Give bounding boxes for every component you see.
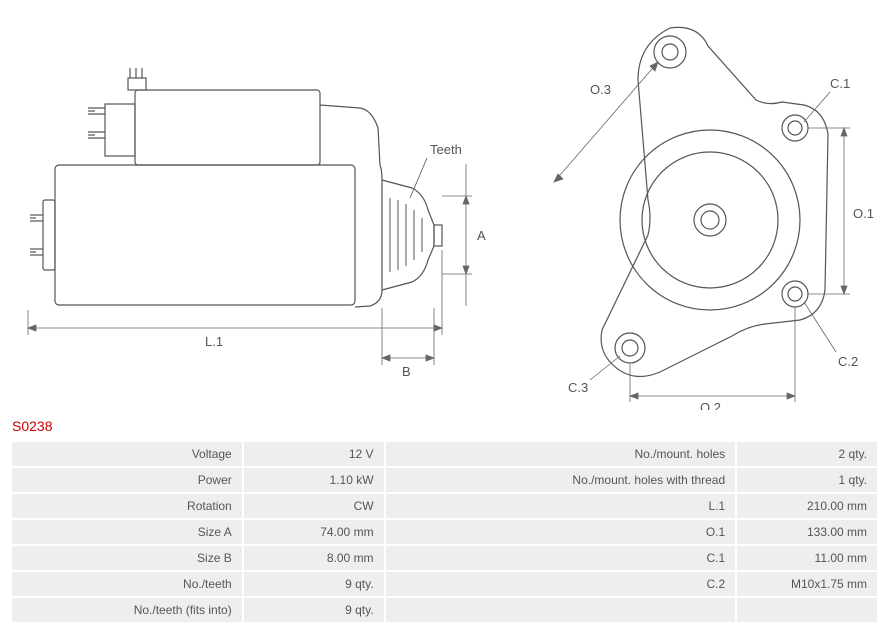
spec-value: CW: [244, 494, 384, 518]
spec-label: No./mount. holes: [386, 442, 736, 466]
spec-value: 1.10 kW: [244, 468, 384, 492]
spec-row: No./teeth9 qty.C.2M10x1.75 mm: [12, 572, 877, 596]
spec-row: RotationCWL.1210.00 mm: [12, 494, 877, 518]
spec-row: No./teeth (fits into)9 qty.: [12, 598, 877, 622]
spec-value: 2 qty.: [737, 442, 877, 466]
spec-value: [737, 598, 877, 622]
spec-label: No./mount. holes with thread: [386, 468, 736, 492]
spec-value: 1 qty.: [737, 468, 877, 492]
spec-value: 74.00 mm: [244, 520, 384, 544]
spec-label: Rotation: [12, 494, 242, 518]
spec-label: O.1: [386, 520, 736, 544]
dim-c2-label: C.2: [838, 354, 858, 369]
dim-o3-label: O.3: [590, 82, 611, 97]
spec-label: Size A: [12, 520, 242, 544]
spec-value: 11.00 mm: [737, 546, 877, 570]
front-view-drawing: O.3 O.1 O.2 C.1 C.2 C.3: [520, 10, 880, 410]
part-id: S0238: [12, 418, 879, 434]
spec-value: 9 qty.: [244, 598, 384, 622]
spec-label: [386, 598, 736, 622]
spec-label: C.2: [386, 572, 736, 596]
spec-label: No./teeth (fits into): [12, 598, 242, 622]
dim-b-label: B: [402, 364, 411, 379]
specs-table: Voltage12 VNo./mount. holes2 qty.Power1.…: [10, 440, 879, 624]
spec-label: L.1: [386, 494, 736, 518]
side-view-drawing: Teeth A L.1 B: [10, 10, 490, 410]
spec-row: Power1.10 kWNo./mount. holes with thread…: [12, 468, 877, 492]
dim-o2-label: O.2: [700, 400, 721, 410]
spec-label: C.1: [386, 546, 736, 570]
spec-label: Size B: [12, 546, 242, 570]
spec-label: Power: [12, 468, 242, 492]
spec-label: No./teeth: [12, 572, 242, 596]
spec-value: M10x1.75 mm: [737, 572, 877, 596]
dim-c3-label: C.3: [568, 380, 588, 395]
spec-row: Voltage12 VNo./mount. holes2 qty.: [12, 442, 877, 466]
spec-row: Size A74.00 mmO.1133.00 mm: [12, 520, 877, 544]
spec-row: Size B8.00 mmC.111.00 mm: [12, 546, 877, 570]
dim-l1-label: L.1: [205, 334, 223, 349]
dim-o1-label: O.1: [853, 206, 874, 221]
spec-label: Voltage: [12, 442, 242, 466]
dim-a-label: A: [477, 228, 486, 243]
spec-value: 210.00 mm: [737, 494, 877, 518]
spec-value: 133.00 mm: [737, 520, 877, 544]
drawings-row: Teeth A L.1 B: [10, 10, 879, 410]
dim-c1-label: C.1: [830, 76, 850, 91]
spec-value: 12 V: [244, 442, 384, 466]
teeth-label: Teeth: [430, 142, 462, 157]
spec-value: 9 qty.: [244, 572, 384, 596]
spec-value: 8.00 mm: [244, 546, 384, 570]
